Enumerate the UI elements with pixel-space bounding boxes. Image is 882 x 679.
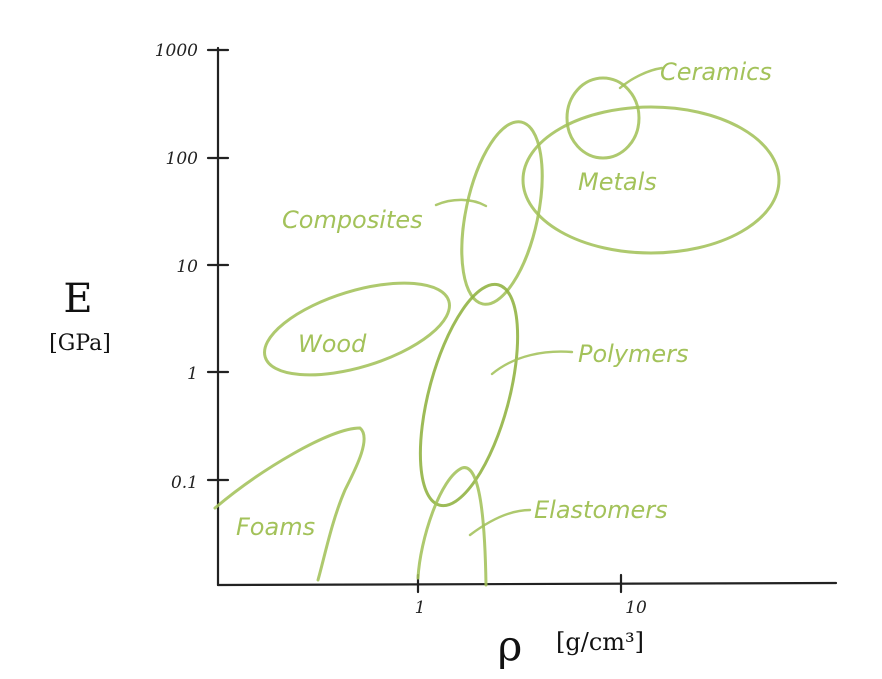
ceramics-leader: [618, 66, 664, 90]
y-tick-label-100: 100: [166, 149, 199, 169]
wood-label: Wood: [298, 330, 367, 358]
composites-label: Composites: [282, 206, 423, 234]
wood-region: [263, 281, 451, 377]
foams-label: Foams: [236, 513, 315, 541]
composites-region: [460, 120, 544, 306]
x-tick-label-1: 1: [415, 598, 426, 618]
x-axis-unit: [g/cm³]: [556, 628, 644, 656]
metals-region: [521, 105, 781, 255]
y-tick-label-0.1: 0.1: [171, 473, 198, 493]
polymers-leader: [490, 350, 574, 376]
polymers-label: Polymers: [578, 340, 689, 368]
polymers-region: [418, 282, 520, 508]
y-tick-label-10: 10: [176, 257, 198, 277]
foams-region: [213, 426, 366, 582]
y-tick-label-1: 1: [187, 364, 198, 384]
x-axis: [216, 581, 838, 587]
ceramics-label: Ceramics: [660, 58, 772, 86]
x-axis-title: ρ: [498, 621, 523, 670]
ceramics-region: [565, 76, 641, 160]
elastomers-leader: [468, 508, 532, 537]
x-tick-label-10: 10: [625, 598, 647, 618]
y-tick-label-1000: 1000: [155, 41, 198, 61]
composites-leader: [434, 198, 488, 208]
y-axis-unit: [GPa]: [49, 331, 111, 356]
elastomers-region: [416, 466, 488, 587]
y-axis-title: E: [63, 276, 92, 322]
metals-label: Metals: [578, 168, 657, 196]
elastomers-label: Elastomers: [534, 496, 668, 524]
